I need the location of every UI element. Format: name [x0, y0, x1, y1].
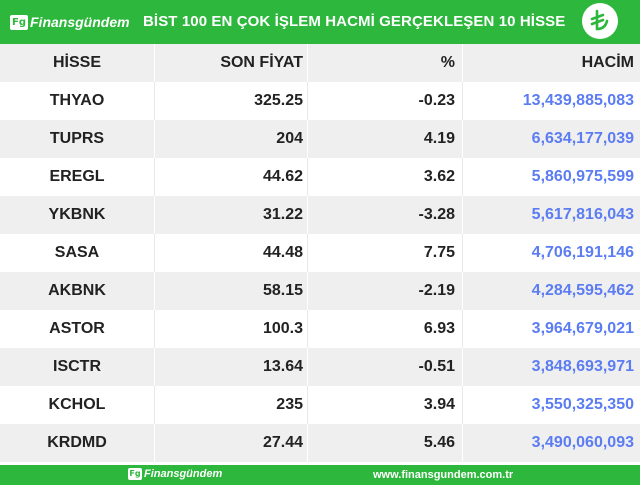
- cell-son-fiyat: 235: [155, 386, 308, 424]
- cell-yuzde: 6.93: [308, 310, 463, 348]
- column-header-son-fiyat: SON FİYAT: [155, 44, 308, 82]
- table-row: AKBNK 58.15 -2.19 4,284,595,462: [0, 272, 640, 310]
- cell-yuzde: -3.28: [308, 196, 463, 234]
- cell-son-fiyat: 100.3: [155, 310, 308, 348]
- table-row: KCHOL 235 3.94 3,550,325,350: [0, 386, 640, 424]
- cell-hacim: 3,550,325,350: [531, 396, 634, 413]
- table-row: YKBNK 31.22 -3.28 5,617,816,043: [0, 196, 640, 234]
- column-header-hisse: HİSSE: [0, 44, 155, 82]
- cell-hisse: TUPRS: [0, 120, 155, 158]
- cell-son-fiyat: 13.64: [155, 348, 308, 386]
- cell-yuzde: 5.46: [308, 424, 463, 462]
- table-row: EREGL 44.62 3.62 5,860,975,599: [0, 158, 640, 196]
- stocks-table: HİSSE SON FİYAT % HACİM THYAO 325.25 -0.23…: [0, 44, 640, 462]
- page-title: BİST 100 EN ÇOK İŞLEM HACMİ GERÇEKLEŞEN …: [143, 13, 566, 30]
- cell-son-fiyat: 204: [155, 120, 308, 158]
- cell-yuzde: 4.19: [308, 120, 463, 158]
- cell-son-fiyat: 31.22: [155, 196, 308, 234]
- cell-son-fiyat: 44.62: [155, 158, 308, 196]
- cell-son-fiyat: 27.44: [155, 424, 308, 462]
- table-row: THYAO 325.25 -0.23 13,439,885,083: [0, 82, 640, 120]
- cell-hacim: 13,439,885,083: [522, 92, 634, 109]
- cell-hisse: AKBNK: [0, 272, 155, 310]
- table-header-row: HİSSE SON FİYAT % HACİM: [0, 44, 640, 82]
- cell-hisse: YKBNK: [0, 196, 155, 234]
- brand-logo: Fg Finansgündem: [10, 12, 130, 32]
- header-bar: Fg Finansgündem BİST 100 EN ÇOK İŞLEM HA…: [0, 0, 640, 44]
- cell-hacim: 3,490,060,093: [531, 434, 634, 451]
- cell-yuzde: -0.23: [308, 82, 463, 120]
- cell-yuzde: -2.19: [308, 272, 463, 310]
- cell-hisse: THYAO: [0, 82, 155, 120]
- turkish-lira-glyph: [590, 9, 609, 31]
- cell-hacim: 4,706,191,146: [531, 244, 634, 261]
- cell-hisse: ISCTR: [0, 348, 155, 386]
- footer-logo-badge: Fg: [128, 468, 142, 480]
- footer-logo: Fg Finansgündem: [128, 468, 222, 480]
- cell-son-fiyat: 58.15: [155, 272, 308, 310]
- table-row: ISCTR 13.64 -0.51 3,848,693,971: [0, 348, 640, 386]
- cell-hacim: 5,617,816,043: [531, 206, 634, 223]
- cell-yuzde: 3.62: [308, 158, 463, 196]
- cell-hacim: 6,634,177,039: [531, 130, 634, 147]
- column-header-hacim: HACİM: [581, 54, 634, 71]
- cell-yuzde: -0.51: [308, 348, 463, 386]
- cell-hisse: EREGL: [0, 158, 155, 196]
- cell-hacim: 5,860,975,599: [531, 168, 634, 185]
- footer-bar: Fg Finansgündem www.finansgundem.com.tr: [0, 465, 640, 485]
- cell-hisse: KCHOL: [0, 386, 155, 424]
- footer-url: www.finansgundem.com.tr: [373, 469, 514, 481]
- turkish-lira-icon: [582, 3, 618, 39]
- cell-hacim: 3,848,693,971: [531, 358, 634, 375]
- cell-yuzde: 7.75: [308, 234, 463, 272]
- cell-hisse: KRDMD: [0, 424, 155, 462]
- table-row: TUPRS 204 4.19 6,634,177,039: [0, 120, 640, 158]
- table-row: KRDMD 27.44 5.46 3,490,060,093: [0, 424, 640, 462]
- logo-badge: Fg: [10, 14, 28, 30]
- table-row: SASA 44.48 7.75 4,706,191,146: [0, 234, 640, 272]
- footer-logo-text: Finansgündem: [144, 468, 223, 480]
- cell-hisse: SASA: [0, 234, 155, 272]
- logo-text: Finansgündem: [30, 14, 130, 30]
- cell-hacim: 4,284,595,462: [531, 282, 634, 299]
- cell-yuzde: 3.94: [308, 386, 463, 424]
- table-row: ASTOR 100.3 6.93 3,964,679,021: [0, 310, 640, 348]
- cell-son-fiyat: 325.25: [155, 82, 308, 120]
- column-header-yuzde: %: [308, 44, 463, 82]
- cell-son-fiyat: 44.48: [155, 234, 308, 272]
- cell-hacim: 3,964,679,021: [531, 320, 634, 337]
- cell-hisse: ASTOR: [0, 310, 155, 348]
